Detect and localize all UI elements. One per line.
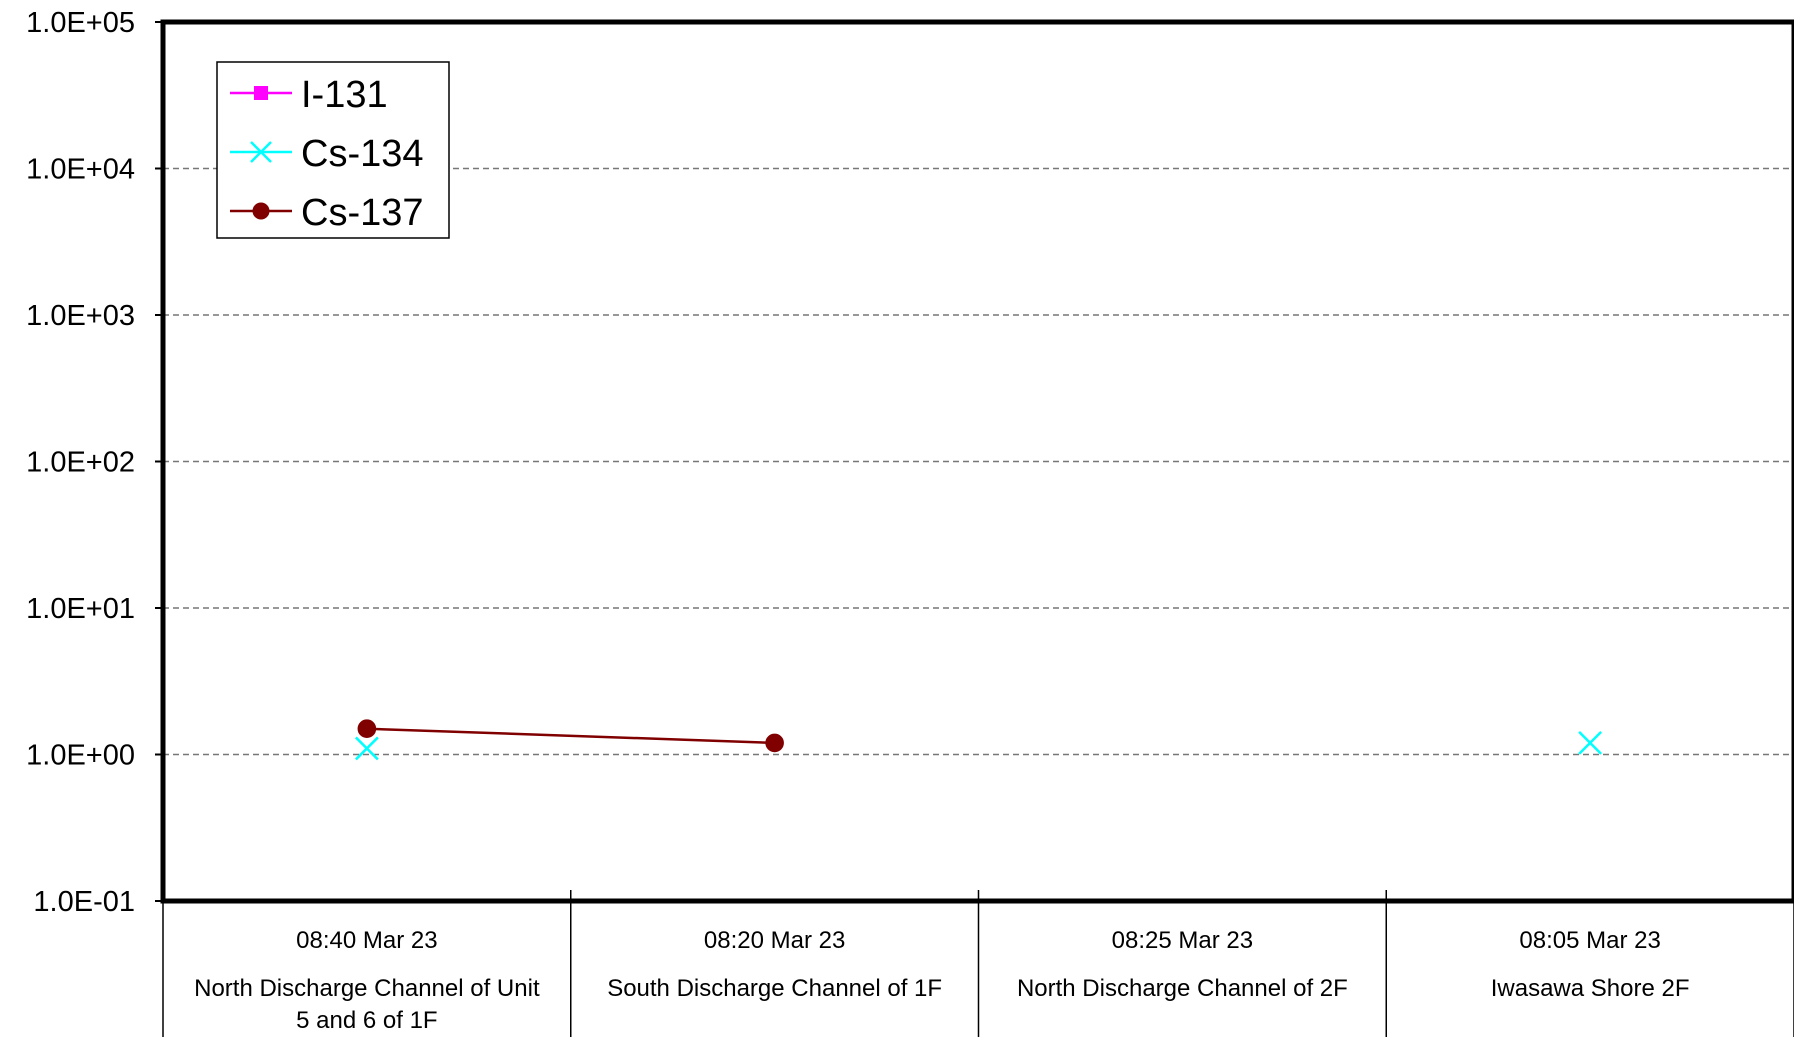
legend-label: Cs-134 <box>301 133 424 175</box>
series-line-segment <box>366 727 775 745</box>
data-point-square <box>254 86 268 100</box>
category-location-label: South Discharge Channel of 1F <box>607 975 942 1002</box>
gridlines <box>163 167 1794 756</box>
y-tick-label: 1.0E+01 <box>26 593 135 625</box>
data-point-circle <box>252 202 270 220</box>
y-tick-label: 1.0E+00 <box>26 740 135 772</box>
series-cs-134 <box>354 731 1603 761</box>
legend-label: Cs-137 <box>301 192 424 234</box>
data-point-x <box>1578 731 1603 755</box>
x-axis-categories: 08:40 Mar 23 North Discharge Channel of U… <box>162 890 1794 1037</box>
y-tick-label: 1.0E+03 <box>26 300 135 332</box>
category-location-label: North Discharge Channel of Unit <box>194 975 540 1002</box>
y-tick-label: 1.0E+02 <box>26 447 135 479</box>
data-point-circle <box>765 733 784 753</box>
data-point-x <box>354 736 379 761</box>
category-time-label: 08:05 Mar 23 <box>1519 927 1660 954</box>
series-layer <box>354 719 1603 761</box>
y-tick-label: 1.0E-01 <box>33 886 135 918</box>
series-cs-137 <box>357 719 784 753</box>
category-location-label: 5 and 6 of 1F <box>296 1007 437 1034</box>
category-time-label: 08:40 Mar 23 <box>296 927 437 954</box>
category-location-label: Iwasawa Shore 2F <box>1491 975 1690 1002</box>
legend: I-131 Cs-134 Cs-137 <box>216 61 450 239</box>
legend-item-i-131: I-131 <box>230 74 388 116</box>
y-tick-label: 1.0E+05 <box>26 7 135 39</box>
legend-item-cs-134: Cs-134 <box>230 133 424 175</box>
y-tick-label: 1.0E+04 <box>26 154 135 186</box>
plot-area-frame <box>160 19 1794 904</box>
legend-item-cs-137: Cs-137 <box>230 192 424 234</box>
legend-label: I-131 <box>301 74 388 116</box>
data-point-circle <box>357 719 377 739</box>
data-point-x <box>250 141 272 163</box>
y-axis: 1.0E-01 1.0E+00 1.0E+01 1.0E+02 1.0E+03 1.0E+… <box>26 7 163 918</box>
category-time-label: 08:25 Mar 23 <box>1112 927 1253 954</box>
category-time-label: 08:20 Mar 23 <box>704 927 845 954</box>
category-location-label: North Discharge Channel of 2F <box>1017 975 1348 1002</box>
